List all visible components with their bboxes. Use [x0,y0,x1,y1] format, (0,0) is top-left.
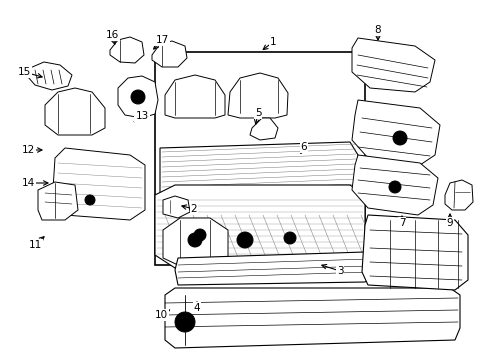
Text: 16: 16 [105,30,119,40]
Text: 3: 3 [337,266,343,276]
Text: 15: 15 [17,67,31,77]
Text: 1: 1 [270,37,276,47]
Text: 17: 17 [155,35,169,45]
Circle shape [237,232,253,248]
Circle shape [85,195,95,205]
Polygon shape [160,142,358,218]
Circle shape [393,131,407,145]
Polygon shape [38,182,78,220]
Polygon shape [52,148,145,220]
Polygon shape [165,75,225,118]
Polygon shape [282,152,308,170]
Text: 6: 6 [301,142,307,152]
Text: 4: 4 [194,303,200,313]
Polygon shape [175,252,375,285]
Polygon shape [28,62,72,90]
Polygon shape [352,155,438,215]
Text: 13: 13 [135,111,148,121]
Text: 12: 12 [22,145,35,155]
Circle shape [188,233,202,247]
Polygon shape [45,88,105,135]
Text: 2: 2 [191,204,197,214]
Text: 9: 9 [447,218,453,228]
Circle shape [284,232,296,244]
Text: 7: 7 [399,218,405,228]
Text: 10: 10 [154,310,168,320]
Polygon shape [118,76,158,118]
Polygon shape [163,196,190,218]
Polygon shape [110,37,144,63]
Polygon shape [445,180,473,210]
Bar [155,52,365,265]
Polygon shape [155,185,365,268]
Polygon shape [362,215,468,290]
Circle shape [194,229,206,241]
Text: 14: 14 [22,178,35,188]
Polygon shape [228,73,288,118]
Polygon shape [165,288,460,348]
Circle shape [175,312,195,332]
Text: 5: 5 [255,108,261,118]
Text: 8: 8 [375,25,381,35]
Polygon shape [152,41,187,67]
Polygon shape [352,100,440,165]
Polygon shape [352,38,435,92]
Polygon shape [250,118,278,140]
Text: 11: 11 [28,240,42,250]
Circle shape [131,90,145,104]
Circle shape [389,181,401,193]
Polygon shape [163,218,228,265]
